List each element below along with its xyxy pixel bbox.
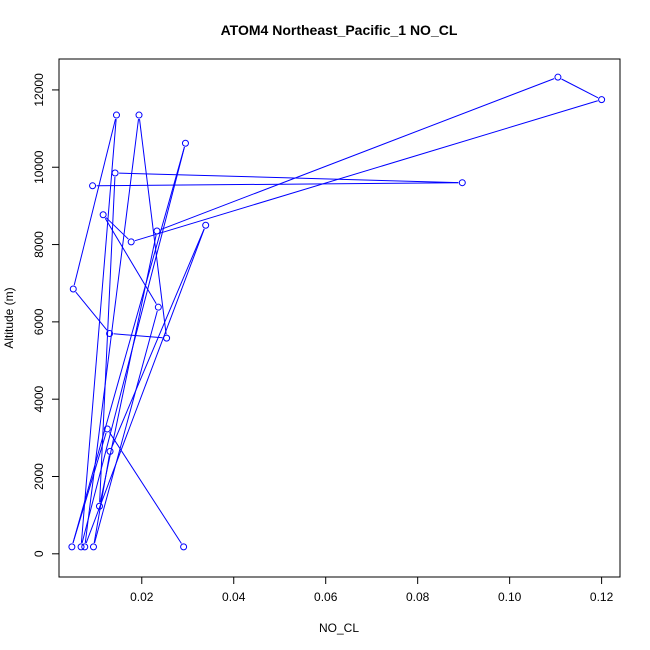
plot-frame — [58, 58, 621, 578]
y-axis: 0 2000 4000 6000 8000 10000 12000 — [32, 73, 59, 557]
chart-title: ATOM4 Northeast_Pacific_1 NO_CL — [221, 22, 458, 38]
data-point — [458, 179, 466, 187]
data-point — [180, 543, 188, 551]
y-tick-label: 0 — [32, 550, 46, 557]
data-point — [181, 139, 189, 147]
x-tick-label: 0.06 — [314, 590, 338, 604]
series-segment — [94, 310, 158, 544]
data-point — [103, 425, 111, 433]
series-segment — [73, 118, 117, 286]
series-segment — [99, 177, 116, 503]
series-segment — [139, 118, 167, 335]
data-point — [89, 543, 97, 551]
y-tick-label: 6000 — [32, 308, 46, 335]
series-segment — [72, 146, 185, 544]
data-point — [554, 73, 562, 81]
data-point — [99, 211, 107, 219]
series-points — [68, 73, 606, 551]
data-point — [127, 238, 135, 246]
data-point — [77, 543, 85, 551]
series-lines — [72, 78, 599, 544]
x-axis-label: NO_CL — [319, 621, 359, 635]
x-tick-label: 0.12 — [590, 590, 614, 604]
data-point — [106, 329, 114, 337]
data-point — [106, 447, 114, 455]
data-point — [81, 543, 89, 551]
series-segment — [105, 217, 129, 240]
series-segment — [75, 291, 108, 331]
series-segment — [113, 333, 163, 339]
series-segment — [160, 78, 555, 231]
series-segment — [111, 228, 205, 448]
series-segment — [561, 78, 599, 99]
data-point — [89, 182, 97, 190]
y-tick-label: 2000 — [32, 463, 46, 490]
x-tick-label: 0.02 — [130, 590, 154, 604]
data-point — [135, 111, 143, 119]
y-axis-label: Altitude (m) — [2, 287, 16, 348]
data-point — [111, 169, 119, 177]
series-segment — [134, 100, 598, 242]
series-segment — [119, 172, 459, 184]
data-point — [154, 303, 162, 311]
series-segment — [80, 118, 117, 543]
series-segment — [99, 234, 157, 503]
x-tick-label: 0.08 — [406, 590, 430, 604]
series-segment — [96, 182, 459, 187]
data-point — [598, 96, 606, 104]
x-tick-label: 0.10 — [498, 590, 522, 604]
series-segment — [109, 432, 182, 544]
data-point — [69, 285, 77, 293]
data-point — [95, 502, 103, 510]
data-point — [68, 543, 76, 551]
data-point — [163, 334, 171, 342]
x-tick-label: 0.04 — [222, 590, 246, 604]
series-segment — [104, 217, 157, 304]
y-tick-label: 10000 — [32, 150, 46, 184]
x-axis: 0.02 0.04 0.06 0.08 0.10 0.12 — [130, 577, 614, 604]
data-point — [202, 221, 210, 229]
y-tick-label: 8000 — [32, 231, 46, 258]
series-segment — [85, 228, 205, 544]
data-point — [153, 227, 161, 235]
y-tick-label: 12000 — [32, 73, 46, 107]
y-tick-label: 4000 — [32, 386, 46, 413]
data-point — [112, 111, 120, 119]
